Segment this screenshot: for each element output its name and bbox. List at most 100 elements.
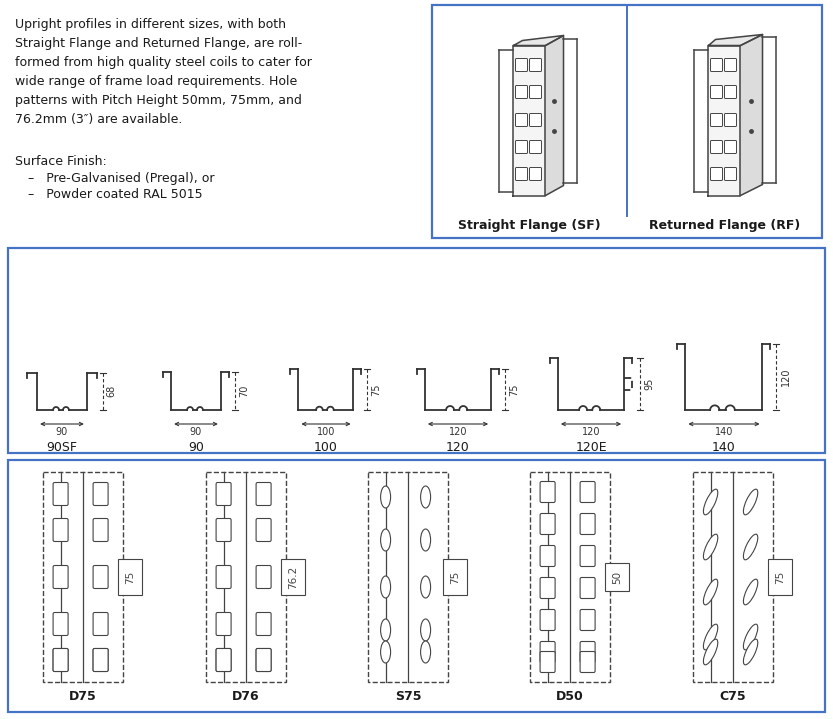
Text: 95: 95 bbox=[644, 377, 654, 390]
FancyBboxPatch shape bbox=[530, 86, 541, 99]
Ellipse shape bbox=[381, 529, 391, 551]
FancyBboxPatch shape bbox=[516, 168, 527, 180]
Text: Returned Flange (RF): Returned Flange (RF) bbox=[649, 219, 801, 232]
FancyBboxPatch shape bbox=[256, 613, 271, 636]
Ellipse shape bbox=[703, 580, 718, 605]
FancyBboxPatch shape bbox=[725, 86, 736, 99]
FancyBboxPatch shape bbox=[53, 649, 68, 672]
Polygon shape bbox=[709, 35, 762, 45]
FancyBboxPatch shape bbox=[93, 649, 108, 672]
Ellipse shape bbox=[743, 624, 758, 650]
Bar bbox=[605, 563, 629, 591]
Text: 90: 90 bbox=[188, 441, 204, 454]
Ellipse shape bbox=[703, 639, 718, 665]
Text: Upright profiles in different sizes, with both
Straight Flange and Returned Flan: Upright profiles in different sizes, wit… bbox=[15, 18, 312, 126]
Text: 140: 140 bbox=[715, 427, 733, 437]
FancyBboxPatch shape bbox=[216, 482, 231, 505]
FancyBboxPatch shape bbox=[725, 58, 736, 71]
Text: 90: 90 bbox=[56, 427, 68, 437]
FancyBboxPatch shape bbox=[711, 114, 722, 127]
FancyBboxPatch shape bbox=[540, 513, 555, 534]
FancyBboxPatch shape bbox=[580, 513, 595, 534]
FancyBboxPatch shape bbox=[516, 114, 527, 127]
Bar bbox=[206, 472, 286, 682]
Text: 90: 90 bbox=[190, 427, 202, 437]
FancyBboxPatch shape bbox=[540, 651, 555, 672]
FancyBboxPatch shape bbox=[516, 58, 527, 71]
Ellipse shape bbox=[703, 534, 718, 560]
Bar bbox=[530, 472, 610, 682]
Polygon shape bbox=[741, 35, 762, 196]
FancyBboxPatch shape bbox=[516, 86, 527, 99]
Ellipse shape bbox=[421, 576, 431, 598]
FancyBboxPatch shape bbox=[93, 613, 108, 636]
FancyBboxPatch shape bbox=[93, 649, 108, 672]
Text: –   Powder coated RAL 5015: – Powder coated RAL 5015 bbox=[28, 188, 202, 201]
Ellipse shape bbox=[381, 486, 391, 508]
FancyBboxPatch shape bbox=[216, 613, 231, 636]
Bar bbox=[368, 472, 448, 682]
FancyBboxPatch shape bbox=[93, 566, 108, 588]
FancyBboxPatch shape bbox=[540, 577, 555, 598]
Text: D50: D50 bbox=[556, 690, 584, 703]
FancyBboxPatch shape bbox=[580, 641, 595, 662]
Polygon shape bbox=[546, 35, 563, 196]
Ellipse shape bbox=[743, 489, 758, 515]
FancyBboxPatch shape bbox=[540, 610, 555, 631]
Ellipse shape bbox=[743, 534, 758, 560]
Text: 70: 70 bbox=[239, 385, 249, 397]
FancyBboxPatch shape bbox=[580, 577, 595, 598]
FancyBboxPatch shape bbox=[530, 58, 541, 71]
FancyBboxPatch shape bbox=[540, 546, 555, 567]
Ellipse shape bbox=[743, 580, 758, 605]
Text: 120: 120 bbox=[581, 427, 601, 437]
FancyBboxPatch shape bbox=[216, 649, 231, 672]
Ellipse shape bbox=[381, 641, 391, 663]
Polygon shape bbox=[709, 45, 741, 196]
FancyBboxPatch shape bbox=[216, 518, 231, 541]
Text: 75: 75 bbox=[372, 383, 382, 395]
Text: 120E: 120E bbox=[576, 441, 606, 454]
Polygon shape bbox=[513, 45, 546, 196]
FancyBboxPatch shape bbox=[530, 140, 541, 153]
FancyBboxPatch shape bbox=[93, 482, 108, 505]
Ellipse shape bbox=[421, 486, 431, 508]
FancyBboxPatch shape bbox=[725, 140, 736, 153]
Text: 100: 100 bbox=[314, 441, 338, 454]
Ellipse shape bbox=[421, 641, 431, 663]
Text: 100: 100 bbox=[317, 427, 335, 437]
FancyBboxPatch shape bbox=[725, 168, 736, 180]
Text: C75: C75 bbox=[720, 690, 746, 703]
Text: 120: 120 bbox=[781, 367, 791, 386]
Text: 50: 50 bbox=[612, 570, 622, 584]
FancyBboxPatch shape bbox=[256, 649, 271, 672]
FancyBboxPatch shape bbox=[256, 518, 271, 541]
FancyBboxPatch shape bbox=[216, 649, 231, 672]
Ellipse shape bbox=[743, 639, 758, 665]
FancyBboxPatch shape bbox=[540, 641, 555, 662]
FancyBboxPatch shape bbox=[216, 566, 231, 588]
FancyBboxPatch shape bbox=[580, 546, 595, 567]
Text: 90SF: 90SF bbox=[47, 441, 77, 454]
FancyBboxPatch shape bbox=[256, 649, 271, 672]
FancyBboxPatch shape bbox=[256, 566, 271, 588]
Text: 120: 120 bbox=[449, 427, 467, 437]
Text: 75: 75 bbox=[509, 383, 519, 395]
Text: 75: 75 bbox=[450, 570, 460, 584]
Polygon shape bbox=[513, 35, 563, 45]
Text: Straight Flange (SF): Straight Flange (SF) bbox=[458, 219, 601, 232]
Text: 120: 120 bbox=[446, 441, 470, 454]
FancyBboxPatch shape bbox=[711, 168, 722, 180]
FancyBboxPatch shape bbox=[256, 482, 271, 505]
FancyBboxPatch shape bbox=[530, 114, 541, 127]
FancyBboxPatch shape bbox=[711, 58, 722, 71]
FancyBboxPatch shape bbox=[53, 482, 68, 505]
Text: 140: 140 bbox=[712, 441, 736, 454]
FancyBboxPatch shape bbox=[53, 518, 68, 541]
Bar bbox=[768, 559, 792, 595]
FancyBboxPatch shape bbox=[711, 140, 722, 153]
Text: –   Pre-Galvanised (Pregal), or: – Pre-Galvanised (Pregal), or bbox=[28, 172, 215, 185]
Text: 75: 75 bbox=[125, 570, 135, 584]
Text: S75: S75 bbox=[395, 690, 421, 703]
Ellipse shape bbox=[381, 619, 391, 641]
